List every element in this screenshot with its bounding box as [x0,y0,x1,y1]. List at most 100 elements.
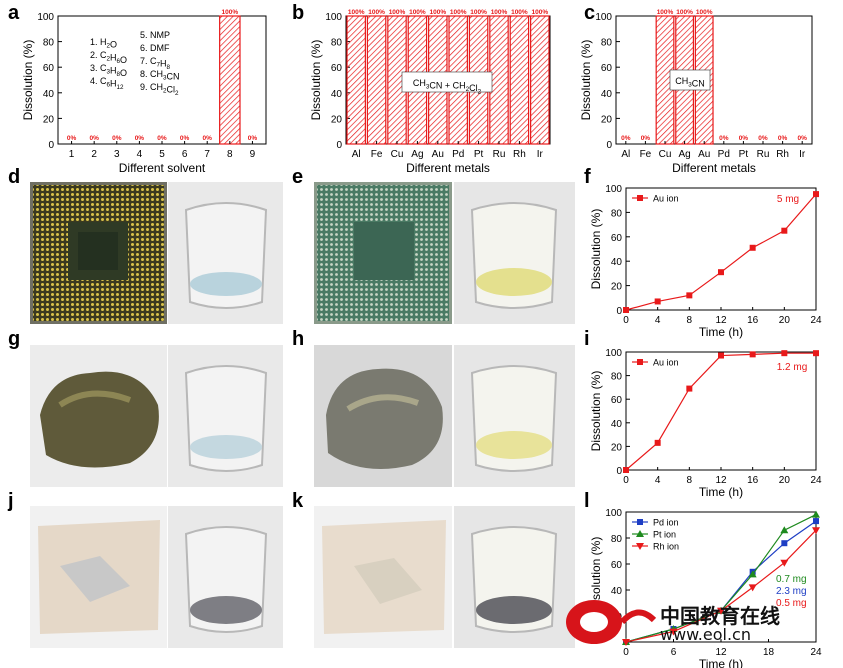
i-point [654,439,661,446]
l-point [748,570,757,578]
b-ylabel: Dissolution (%) [309,40,323,121]
bar-chart-solvent: 0 20 40 60 80 100 Dissolution (%) 1 0% 2 0% 3 0% 4 0% 5… [21,9,267,175]
panel-label-i: i [584,328,590,350]
a-xtick-label: 5 [159,149,165,160]
a-legend-solvent: 6. DMF [140,43,170,53]
a-data-label: 0% [180,135,190,142]
a-ytick-label: 60 [43,63,55,74]
c-data-label: 0% [797,135,807,142]
panel-label-j: j [8,490,14,512]
i-ylabel: Dissolution (%) [589,371,603,452]
b-data-label: 100% [348,9,365,16]
f-ytick-label: 80 [611,208,623,219]
c-xtick-label: Al [621,149,630,160]
c-ytick-label: 40 [601,89,613,100]
circuit-board-treated-photo [314,506,452,648]
f-point [749,244,756,251]
a-data-label: 0% [203,135,213,142]
f-xtick-label: 12 [715,315,727,326]
l-point [622,639,630,646]
c-ytick-label: 80 [601,38,613,49]
c-xtick-label: Ru [757,149,770,160]
a-data-label: 0% [67,135,77,142]
i-legend-label: Au ion [653,358,679,368]
f-mass-label: 5 mg [777,194,799,205]
f-xtick-label: 8 [687,315,693,326]
b-ytick-label: 80 [331,38,343,49]
b-annotation: CH3CN + CH2Cl2 [413,78,482,96]
watermark-text: 中国教育在线 [660,604,780,628]
a-legend-solvent: 2. C2H6O [90,50,127,65]
f-legend-point [637,195,643,201]
f-ytick-label: 60 [611,233,623,244]
f-point [781,227,788,234]
i-point [813,350,819,357]
ore-rock-photo [30,345,167,487]
f-point [813,191,819,198]
l-point [717,607,725,615]
f-legend-label: Au ion [653,194,679,204]
l-series-line [625,529,817,643]
b-annotation-box [401,71,493,93]
f-xtick-label: 0 [623,315,629,326]
panel-label-a: a [8,2,20,24]
a-xtick-label: 8 [227,149,233,160]
i-ytick-label: 100 [605,348,622,359]
b-data-label: 100% [491,9,508,16]
i-mass-label: 1.2 mg [777,362,808,373]
b-data-label: 100% [409,9,426,16]
a-legend-solvent: 1. H2O [90,37,117,50]
bar-chart-metals-acetonitrile: 0 20 40 60 80 100 Dissolution (%) Al 0% Fe 0% Cu 100… [579,9,813,175]
b-xtick-label: Au [432,149,444,160]
beaker-clear-photo [168,182,283,324]
b-xtick-label: Cu [391,149,404,160]
f-point [686,292,693,299]
a-ytick-label: 40 [43,89,55,100]
beaker-metal-photo [168,506,283,648]
b-xtick-label: Pd [452,149,464,160]
l-point [780,559,789,567]
i-xtick-label: 24 [810,475,822,486]
a-legend-solvent: 7. C7H8 [140,56,171,71]
b-xtick-label: Rh [513,149,526,160]
cpu-chip-corroded-photo [314,182,452,324]
a-data-label: 0% [157,135,167,142]
c-data-label: 100% [696,9,713,16]
c-ytick-label: 60 [601,63,613,74]
l-xtick-label: 24 [810,647,822,658]
c-xtick-label: Ag [678,149,690,160]
l-ytick-label: 40 [611,586,623,597]
i-point [718,352,724,359]
l-mass-label: 0.5 mg [776,598,807,609]
c-data-label: 100% [676,9,693,16]
i-point [749,351,756,358]
b-xtick-label: Al [352,149,361,160]
l-point [669,628,678,636]
panel-label-d: d [8,166,21,188]
a-legend-solvent: 9. CH2Cl2 [140,82,179,97]
bar-chart-metals-mixed: 0 20 40 60 80 100 Dissolution (%) Al 100% Fe 100% C… [309,9,551,175]
c-data-label: 0% [719,135,729,142]
panel-label-b: b [292,2,305,24]
b-bar [509,15,530,145]
b-ytick-label: 20 [331,114,343,125]
c-annotation: CH3CN [675,76,705,89]
l-xtick-label: 18 [763,647,775,658]
l-mass-label: 0.7 mg [776,574,807,585]
i-xtick-label: 12 [715,475,727,486]
f-point [623,307,629,313]
l-ytick-label: 100 [605,508,622,519]
b-data-label: 100% [389,9,406,16]
l-point [812,510,820,518]
l-legend-label: Pt ion [653,530,676,540]
panel-label-c: c [584,2,596,24]
panel-label-h: h [292,328,305,350]
panel-label-k: k [292,490,304,512]
c-plot-frame [615,15,813,145]
a-xlabel: Different solvent [119,161,206,175]
l-legend-point [636,530,644,537]
f-xtick-label: 4 [655,315,661,326]
i-xtick-label: 8 [687,475,693,486]
c-xtick-label: Rh [776,149,789,160]
c-data-label: 100% [657,9,674,16]
